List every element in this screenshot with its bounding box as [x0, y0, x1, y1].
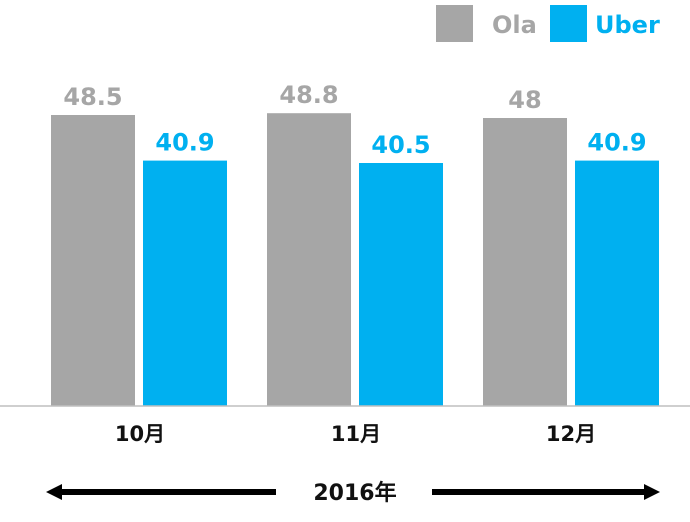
bar-ola-2	[267, 113, 351, 406]
x-tick-label: 11月	[331, 422, 381, 446]
bar-uber-3	[575, 160, 659, 406]
legend-swatch-ola	[436, 5, 473, 42]
arrow-left-icon	[46, 484, 62, 500]
period-label: 2016年	[313, 480, 396, 506]
bar-ola-3	[483, 118, 567, 406]
bar-uber-1	[143, 160, 227, 406]
x-tick-label: 12月	[546, 422, 596, 446]
bar-uber-2	[359, 163, 443, 406]
legend-label-ola: Ola	[492, 11, 537, 39]
data-label-uber-2: 40.5	[371, 131, 430, 159]
data-label-ola-2: 48.8	[279, 81, 338, 109]
bars-group: 48.5 40.9 48.8 40.5 48 40.9	[51, 81, 659, 406]
data-label-uber-1: 40.9	[155, 129, 214, 157]
data-label-ola-1: 48.5	[63, 83, 122, 111]
legend: Ola Uber	[436, 5, 660, 42]
data-label-uber-3: 40.9	[587, 129, 646, 157]
x-tick-label: 10月	[115, 422, 165, 446]
legend-label-uber: Uber	[595, 11, 660, 39]
legend-swatch-uber	[550, 5, 587, 42]
x-axis-ticks: 10月 11月 12月	[115, 422, 596, 446]
arrow-right-icon	[644, 484, 660, 500]
data-label-ola-3: 48	[508, 86, 541, 114]
bar-ola-1	[51, 115, 135, 406]
period-arrow: 2016年	[46, 480, 660, 506]
